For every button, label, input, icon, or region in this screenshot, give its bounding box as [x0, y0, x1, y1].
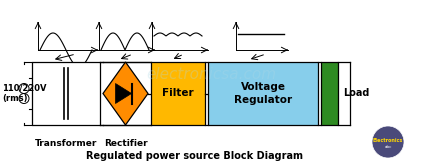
Polygon shape	[116, 83, 132, 103]
Text: Regulated power source Block Diagram: Regulated power source Block Diagram	[86, 151, 303, 161]
Text: abc: abc	[384, 145, 392, 149]
Text: Filter: Filter	[162, 88, 194, 99]
Bar	[32, 62, 100, 125]
Text: electronicsa.com: electronicsa.com	[146, 67, 276, 82]
Text: Voltage
Regulator: Voltage Regulator	[234, 82, 292, 105]
Bar	[321, 62, 338, 125]
Circle shape	[372, 126, 404, 158]
Text: Transformer: Transformer	[35, 138, 97, 148]
Bar	[208, 62, 318, 125]
Text: Electronics: Electronics	[373, 137, 403, 143]
Text: Load: Load	[343, 88, 369, 99]
Text: 110/220V
(rms): 110/220V (rms)	[2, 84, 46, 103]
Polygon shape	[103, 62, 148, 125]
Text: Rectifier: Rectifier	[104, 138, 147, 148]
Bar	[151, 62, 205, 125]
